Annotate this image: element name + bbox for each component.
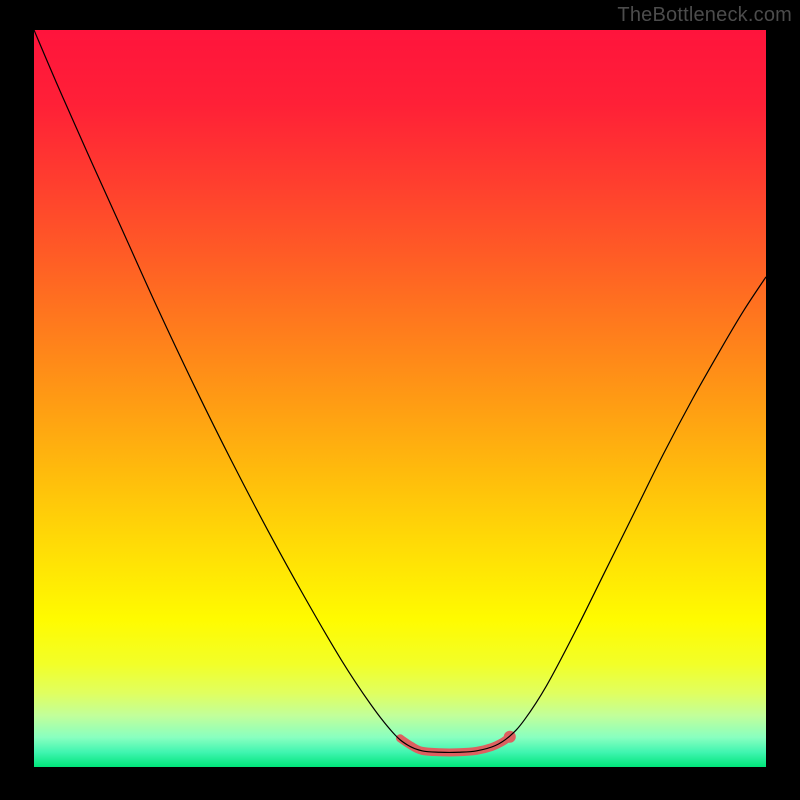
chart-container: TheBottleneck.com [0,0,800,800]
bottleneck-curve-chart [34,30,766,767]
watermark-text: TheBottleneck.com [617,4,792,27]
plot-area [34,30,766,767]
gradient-background [34,30,766,767]
